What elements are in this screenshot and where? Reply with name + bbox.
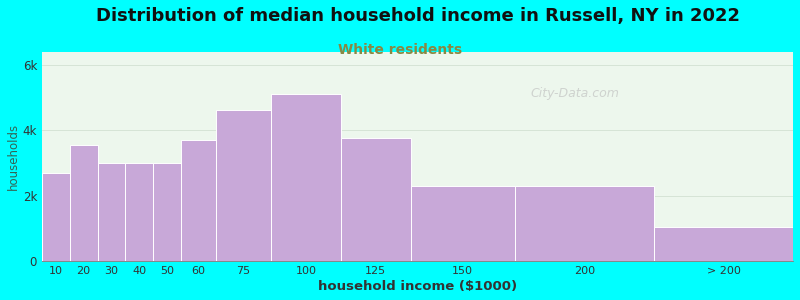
Bar xyxy=(154,163,181,261)
Bar xyxy=(42,172,70,261)
Y-axis label: households: households xyxy=(7,123,20,190)
Bar xyxy=(410,186,515,261)
Bar xyxy=(654,227,793,261)
Text: City-Data.com: City-Data.com xyxy=(530,87,619,100)
Bar xyxy=(70,145,98,261)
Bar xyxy=(126,163,154,261)
Bar xyxy=(515,186,654,261)
Bar xyxy=(216,110,271,261)
Bar xyxy=(181,140,216,261)
Title: Distribution of median household income in Russell, NY in 2022: Distribution of median household income … xyxy=(95,7,739,25)
Bar xyxy=(341,138,410,261)
X-axis label: household income ($1000): household income ($1000) xyxy=(318,280,517,293)
Text: White residents: White residents xyxy=(338,44,462,58)
Bar xyxy=(271,94,341,261)
Bar xyxy=(98,163,126,261)
